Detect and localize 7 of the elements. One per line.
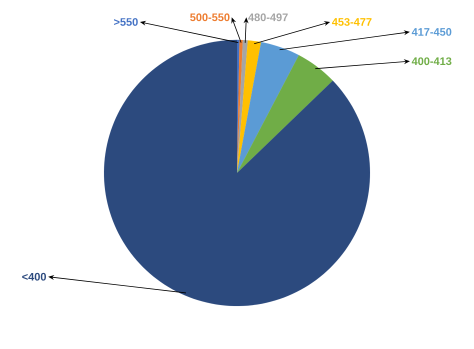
slice-label: 480-497 xyxy=(248,13,288,22)
slice-label: 453-477 xyxy=(332,18,372,26)
slice-label: 400-413 xyxy=(412,57,452,66)
slice-label: 417-450 xyxy=(412,28,452,36)
slice-label: 500-550 xyxy=(190,13,230,22)
slice-label: >550 xyxy=(114,18,138,26)
slice-label: <400 xyxy=(22,272,46,281)
